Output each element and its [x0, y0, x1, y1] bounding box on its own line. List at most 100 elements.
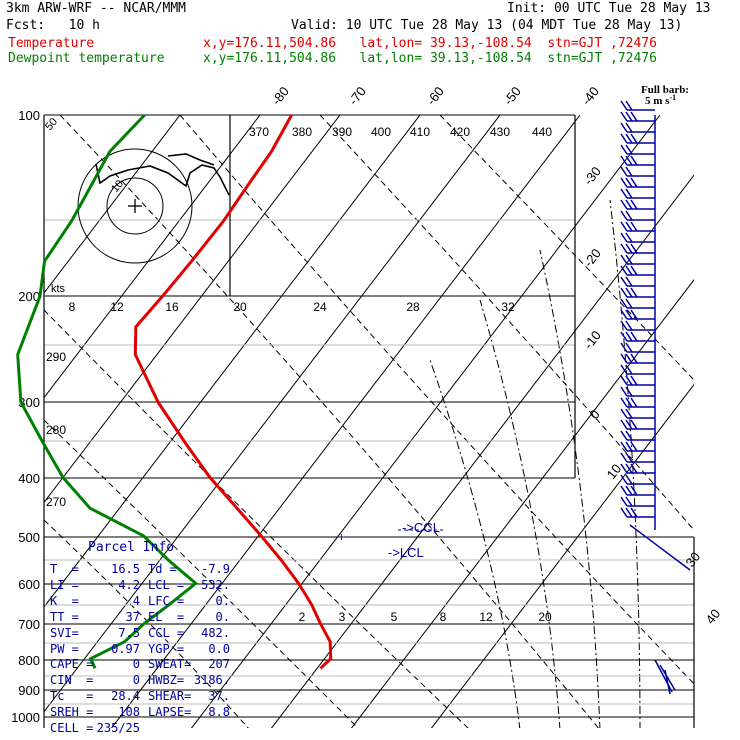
parcel-markers: ->CCL ->LCL + — [338, 520, 445, 560]
wind-barb — [620, 397, 655, 408]
mixing-ratio-label: 5 — [391, 610, 398, 624]
theta-label: 280 — [46, 423, 66, 437]
theta-e-label: 370 — [249, 125, 269, 139]
parcel-info-value: 16.5 — [111, 562, 140, 576]
wind-barb — [620, 166, 655, 177]
parcel-info-value: 7.5 — [118, 625, 140, 640]
parcel-info-key: Td = — [148, 562, 177, 576]
wind-barb — [620, 221, 655, 232]
minor-pressure-lines — [44, 219, 694, 705]
wind-barb — [620, 155, 655, 166]
full-barb-value: 5 m s-1 — [645, 93, 676, 107]
parcel-info-key: HWBZ= — [148, 673, 185, 688]
parcel-info-key: CIN = — [50, 673, 94, 688]
wind-barb — [620, 100, 655, 111]
wind-barb — [620, 254, 655, 265]
parcel-info-value: 28.4 — [111, 689, 140, 704]
parcel-info-key: TT = — [50, 609, 79, 624]
parcel-info-title: Parcel Info — [88, 540, 175, 555]
isotherm-label-m40: -40 — [579, 84, 602, 108]
parcel-info-value: 0 — [132, 673, 140, 688]
parcel-info-key: YGP = — [148, 641, 185, 656]
parcel-info-row: Tc = 28.4 SHEAR= 37. — [50, 689, 240, 704]
wind-barb — [629, 524, 691, 571]
speed-label: 8 — [69, 300, 76, 314]
isotherm-label-m80: -80 — [269, 84, 292, 108]
parcel-info-key: SHEAR= — [148, 689, 192, 704]
parcel-info-value: 532. — [201, 577, 230, 592]
wind-barb — [620, 507, 655, 518]
isotherm-labels: -80 -70 -60 -50 -40 -30 -20 -10 0 10 30 … — [269, 84, 724, 627]
parcel-info-key: EL = — [148, 609, 185, 624]
wind-barb — [620, 320, 655, 331]
hodograph-units: kts — [51, 283, 66, 295]
wind-barb — [620, 375, 655, 386]
speed-label: 32 — [501, 300, 515, 314]
mixing-ratio-label: 12 — [479, 610, 493, 624]
isotherm-label-m60: -60 — [424, 84, 447, 108]
wind-barb — [620, 441, 655, 452]
pressure-lines — [44, 114, 694, 718]
wind-barb — [620, 331, 655, 342]
isotherm-label-m20: -20 — [581, 246, 604, 270]
wind-barb — [620, 232, 655, 243]
parcel-info-row: PW = 0.97 YGP = 0.0 — [50, 642, 240, 657]
speed-label: 16 — [165, 300, 179, 314]
parcel-info-row: CAPE = 0 SWEAT= 207 — [50, 657, 240, 672]
isotherm-label-m70: -70 — [346, 84, 369, 108]
parcel-info-key: LCL = — [148, 577, 185, 592]
lcl-marker: ->LCL — [388, 545, 424, 560]
pressure-label-1000: 1000 — [11, 710, 40, 725]
theta-e-label: 390 — [332, 125, 352, 139]
wind-barb — [620, 298, 655, 309]
temperature-legend: Temperature — [8, 36, 95, 51]
parcel-info-value: 3186. — [193, 673, 230, 688]
model-title: 3km ARW-WRF -- NCAR/MMM — [6, 1, 187, 16]
wind-barb — [620, 177, 655, 188]
hodograph-inset: 50 10 — [43, 116, 230, 264]
valid-time: Valid: 10 UTC Tue 28 May 13 (04 MDT Tue … — [291, 18, 683, 33]
ccl-marker: ->CCL — [402, 520, 440, 535]
wind-barb — [664, 669, 671, 695]
parcel-info-key: PW = — [50, 641, 79, 656]
init-time: Init: 00 UTC Tue 28 May 13 — [507, 1, 711, 16]
theta-label: 270 — [46, 495, 66, 509]
forecast-hour: Fcst: 10 h — [6, 18, 100, 33]
parcel-info-value: 0.0 — [208, 641, 230, 656]
temperature-station-info: x,y=176.11,504.86 lat,lon= 39.13,-108.54… — [203, 36, 657, 51]
isotherm-label-m50: -50 — [501, 84, 524, 108]
parcel-info-row: LI = 4.2 LCL = 532. — [50, 578, 240, 593]
wind-barb — [659, 664, 676, 691]
parcel-info-key: CAPE = — [50, 657, 94, 672]
wind-barb — [620, 430, 655, 441]
pressure-label-600: 600 — [18, 577, 40, 592]
mixing-ratio-label: 8 — [440, 610, 447, 624]
parcel-info-key: LAPSE= — [148, 705, 192, 720]
wind-barb — [620, 419, 655, 430]
parcel-info-value: 8.8 — [208, 705, 230, 720]
parcel-info-key: LFC = — [148, 593, 185, 608]
wind-barb — [620, 386, 655, 397]
parcel-info-value: 235/25 — [96, 721, 140, 735]
wind-barb — [620, 463, 655, 474]
pressure-label-800: 800 — [18, 653, 40, 668]
wind-barb — [620, 496, 655, 507]
wind-barb — [620, 210, 655, 221]
ring-label: 50 — [43, 116, 60, 133]
theta-e-label: 380 — [292, 125, 312, 139]
wind-barb — [620, 474, 655, 485]
parcel-info-row: K = 4 LFC = 0. — [50, 594, 240, 609]
pressure-label-200: 200 — [18, 289, 40, 304]
wind-barb — [620, 342, 655, 353]
wind-barb — [620, 485, 655, 496]
parcel-info-row: CELL = 235/25 — [50, 721, 240, 736]
wind-barbs — [620, 100, 691, 695]
pressure-axis-labels: 100 200 300 400 500 600 700 800 900 1000 — [11, 108, 40, 725]
theta-e-label: 440 — [532, 125, 552, 139]
pressure-label-100: 100 — [18, 108, 40, 123]
parcel-info-value: 4.2 — [118, 577, 140, 592]
parcel-info-row: SREH = 108 LAPSE= 8.8 — [50, 705, 240, 720]
speed-label: 28 — [406, 300, 420, 314]
parcel-info-value: 482. — [201, 625, 230, 640]
theta-e-label: 420 — [450, 125, 470, 139]
